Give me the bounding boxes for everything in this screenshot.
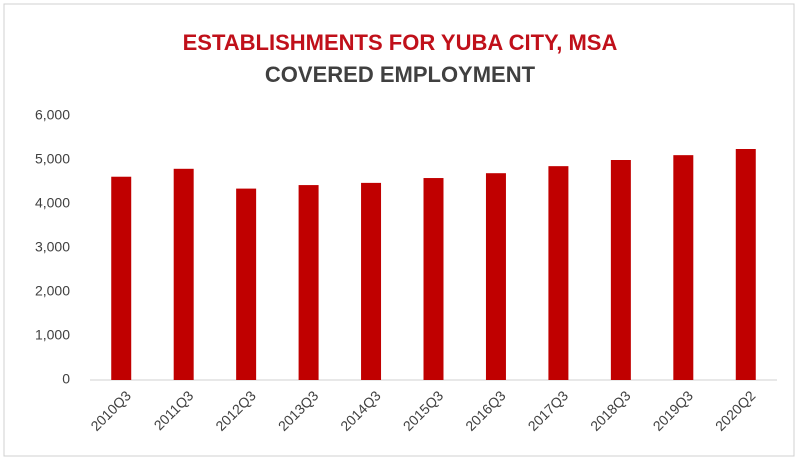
chart-subtitle: COVERED EMPLOYMENT <box>265 62 536 87</box>
chart-border <box>3 3 795 457</box>
y-tick-label: 0 <box>62 371 70 387</box>
y-tick-label: 3,000 <box>35 239 70 255</box>
y-tick-label: 5,000 <box>35 151 70 167</box>
bar <box>298 185 319 380</box>
bar <box>236 188 257 380</box>
chart-title: ESTABLISHMENTS FOR YUBA CITY, MSA <box>183 30 618 55</box>
y-tick-label: 4,000 <box>35 195 70 211</box>
bar <box>361 182 382 380</box>
y-tick-label: 6,000 <box>35 107 70 123</box>
y-tick-label: 1,000 <box>35 327 70 343</box>
bar <box>111 176 132 380</box>
bar <box>673 155 694 380</box>
y-tick-label: 2,000 <box>35 283 70 299</box>
bar <box>423 178 444 380</box>
bar <box>610 160 631 380</box>
bar <box>173 168 194 380</box>
bar <box>485 173 506 380</box>
bar <box>548 166 569 380</box>
bar <box>735 149 756 380</box>
